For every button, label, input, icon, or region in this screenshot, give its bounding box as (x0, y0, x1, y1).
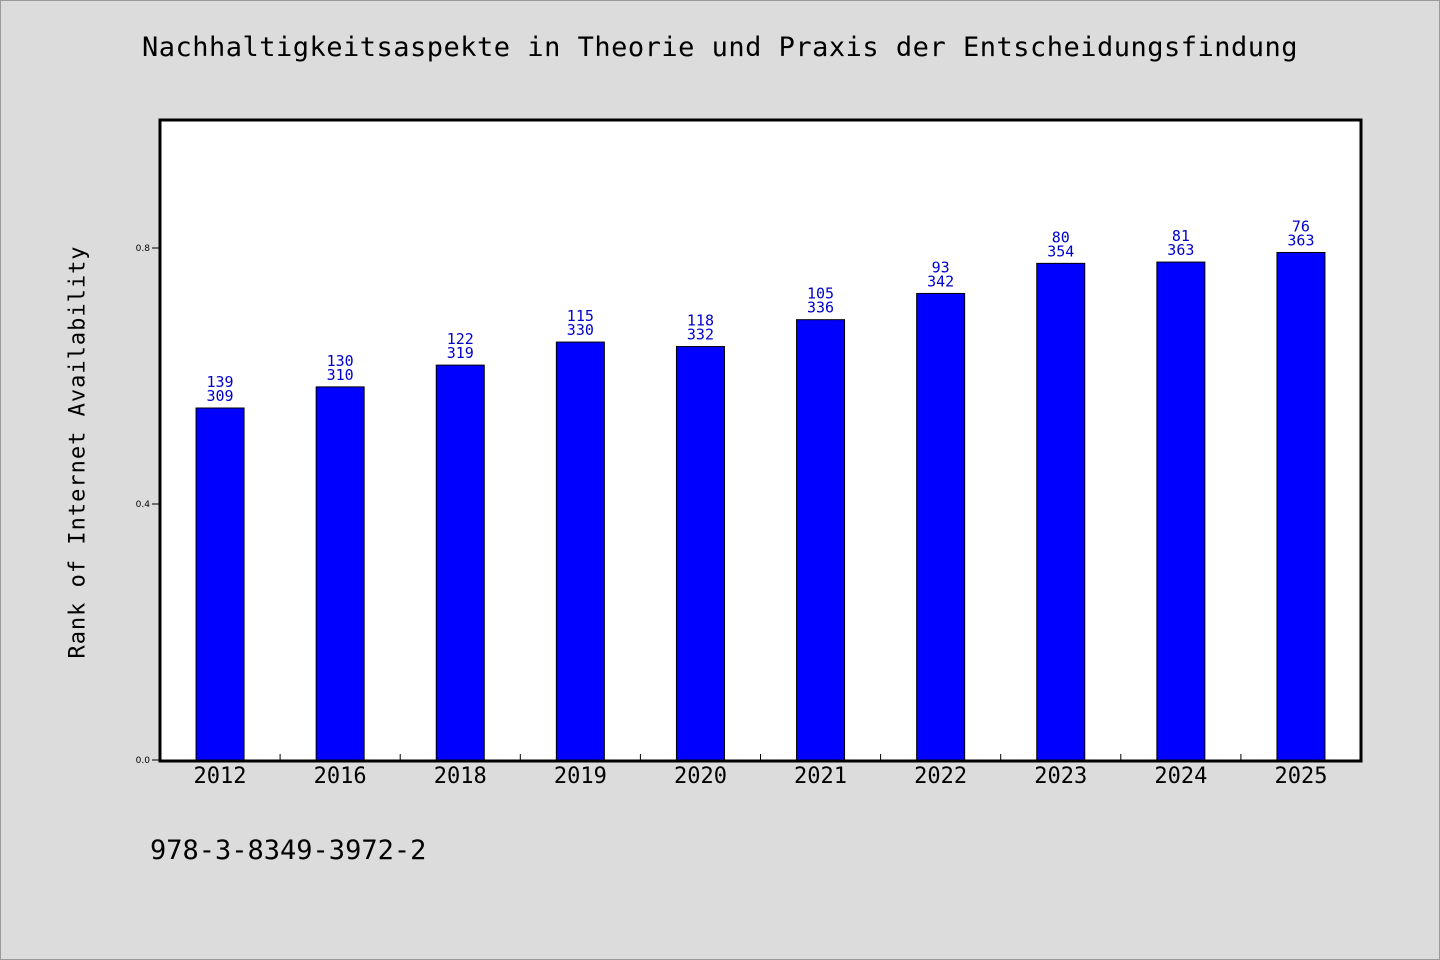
data-label-bottom: 336 (807, 299, 834, 317)
data-label-bottom: 309 (207, 387, 234, 405)
data-label-top: 105 (807, 285, 834, 303)
x-tick-label: 2012 (194, 764, 247, 789)
bar (1156, 261, 1206, 761)
data-label-top: 76 (1292, 217, 1310, 235)
data-label-bottom: 354 (1047, 242, 1074, 260)
isbn-footer: 978-3-8349-3972-2 (150, 835, 427, 866)
x-tick-label: 2020 (674, 764, 727, 789)
data-label-bottom: 330 (567, 321, 594, 339)
x-tick-label: 2023 (1034, 764, 1087, 789)
data-label-top: 80 (1052, 228, 1070, 246)
bar (435, 364, 485, 761)
chart-title: Nachhaltigkeitsaspekte in Theorie und Pr… (141, 32, 1299, 63)
bar (1276, 251, 1326, 761)
data-label-bottom: 342 (927, 272, 954, 290)
data-label-top: 118 (687, 312, 714, 330)
x-tick-label: 2016 (314, 764, 367, 789)
data-label-top: 81 (1172, 227, 1190, 245)
bar-series (195, 251, 1326, 761)
x-tick-label: 2024 (1154, 764, 1207, 789)
y-tick-label: 0.0 (136, 756, 151, 766)
data-label-bottom: 363 (1287, 231, 1314, 249)
bar (916, 292, 966, 761)
x-tick-label: 2022 (914, 764, 967, 789)
data-label-top: 139 (207, 373, 234, 391)
x-tick-label: 2025 (1274, 764, 1327, 789)
data-label-top: 130 (327, 352, 354, 370)
bar (675, 346, 725, 761)
x-tick-label: 2018 (434, 764, 487, 789)
bar (1036, 262, 1086, 761)
data-label-top: 115 (567, 307, 594, 325)
bar (195, 407, 245, 761)
x-tick-label: 2021 (794, 764, 847, 789)
data-label-bottom: 319 (447, 344, 474, 362)
bar (796, 319, 846, 761)
x-tick-label: 2019 (554, 764, 607, 789)
data-label-bottom: 363 (1167, 241, 1194, 259)
data-label-bottom: 332 (687, 326, 714, 344)
data-label-top: 93 (932, 258, 950, 276)
data-label-top: 122 (447, 330, 474, 348)
bar (555, 341, 605, 761)
bar (315, 386, 365, 761)
y-axis: 0.0 0.4 0.8 (136, 244, 160, 766)
y-tick-label: 0.4 (136, 500, 151, 510)
data-label-bottom: 310 (327, 366, 354, 384)
x-axis: 2012 2016 2018 2019 2020 2021 2022 2023 2024 2025 (194, 754, 1327, 789)
y-tick-label: 0.8 (136, 244, 151, 254)
